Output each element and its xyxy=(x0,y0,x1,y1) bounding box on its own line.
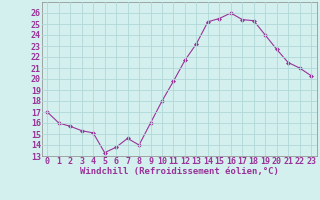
X-axis label: Windchill (Refroidissement éolien,°C): Windchill (Refroidissement éolien,°C) xyxy=(80,167,279,176)
